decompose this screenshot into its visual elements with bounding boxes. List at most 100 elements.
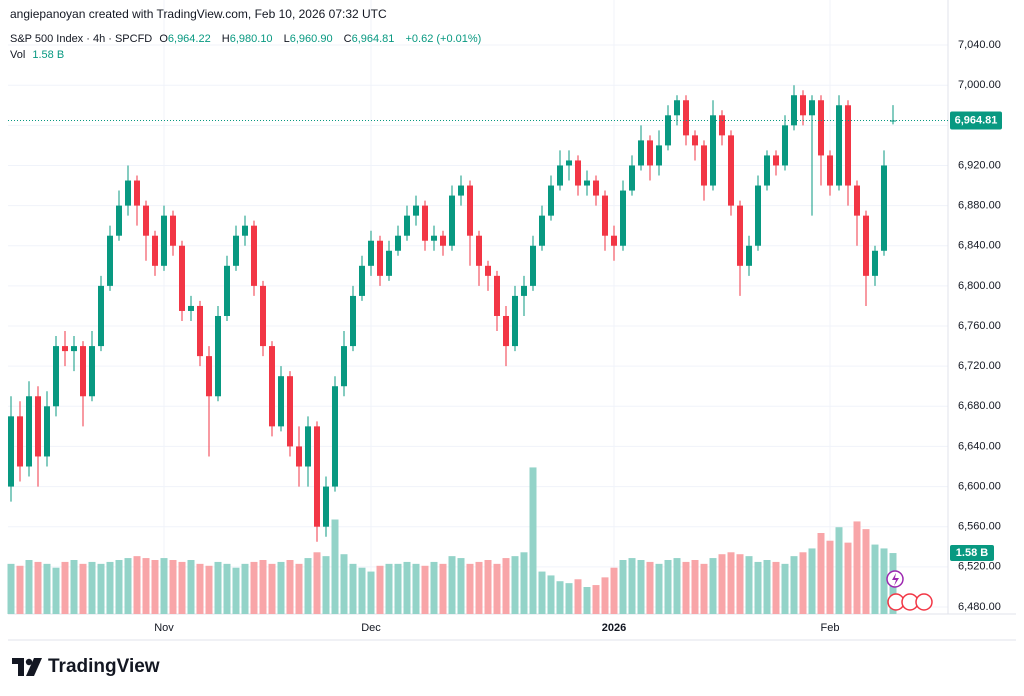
volume-bar xyxy=(34,561,42,614)
candle-body xyxy=(656,145,662,166)
candle-body xyxy=(881,165,887,251)
volume-bar xyxy=(547,575,555,614)
last-volume-box xyxy=(950,545,994,562)
candle-body xyxy=(62,346,68,352)
candle-body xyxy=(206,356,212,397)
candle-body xyxy=(404,215,410,236)
volume-bar xyxy=(367,571,375,614)
candle-body xyxy=(395,235,401,251)
volume-bar xyxy=(70,560,78,614)
candle-body xyxy=(485,265,491,276)
brand: TradingView xyxy=(12,656,160,678)
ohlc-key: O xyxy=(159,33,168,45)
volume-bar xyxy=(286,560,294,614)
volume-bar xyxy=(826,540,834,614)
candle-body xyxy=(359,265,365,296)
candle-body xyxy=(575,160,581,186)
volume-bar xyxy=(277,561,285,614)
ohlc-key: H xyxy=(221,33,230,45)
candle-body xyxy=(413,205,419,216)
candle-body xyxy=(827,155,833,186)
volume-bar xyxy=(196,563,204,614)
change: +0.62 (+0.01%) xyxy=(405,33,482,45)
candle-body xyxy=(818,100,824,156)
volume-bar xyxy=(439,563,447,614)
ohlc-value: 6,980.10 xyxy=(229,33,273,45)
candle-body xyxy=(98,285,104,347)
candle-body xyxy=(746,245,752,266)
candle-body xyxy=(629,165,635,191)
volume-bar xyxy=(250,561,258,614)
volume-bar xyxy=(268,563,276,614)
candle-body xyxy=(710,115,716,186)
candle-body xyxy=(548,185,554,216)
candle-body xyxy=(602,195,608,236)
candle-body xyxy=(152,235,158,266)
volume-bar xyxy=(25,560,33,614)
volume-bar xyxy=(295,563,303,614)
candle-body xyxy=(791,95,797,126)
candle-body xyxy=(674,100,680,116)
y-tick-label: 6,640.00 xyxy=(958,440,1001,452)
ohlc: C6,964.81 xyxy=(344,33,399,45)
volume-bar xyxy=(619,560,627,614)
volume-bar xyxy=(223,563,231,614)
x-tick-label: Nov xyxy=(154,622,174,634)
candle-body xyxy=(188,305,194,311)
event-icon xyxy=(915,593,933,611)
x-tick-label: Dec xyxy=(361,622,381,634)
volume-bar xyxy=(691,560,699,614)
candle-body xyxy=(260,285,266,347)
volume-bar xyxy=(457,558,465,614)
volume-bar xyxy=(700,563,708,614)
last-price-box xyxy=(950,111,1002,130)
volume-bar xyxy=(817,533,825,614)
volume-bar xyxy=(214,561,222,614)
volume-bar xyxy=(763,560,771,614)
volume-bar xyxy=(349,563,357,614)
candle-body xyxy=(170,215,176,246)
candle-body xyxy=(728,135,734,206)
candle-body xyxy=(296,446,302,467)
volume-bar xyxy=(727,552,735,614)
event-icon-glyph xyxy=(892,573,899,586)
candle-body xyxy=(494,275,500,316)
volume-bar xyxy=(592,585,600,614)
volume-bar xyxy=(835,527,843,614)
volume-bar xyxy=(151,560,159,614)
volume-bar xyxy=(430,561,438,614)
volume-bar xyxy=(106,561,114,614)
volume-bar xyxy=(493,563,501,614)
volume-key: Vol xyxy=(10,49,26,61)
volume-bar xyxy=(673,558,681,614)
candle-body xyxy=(557,165,563,186)
y-tick-label: 6,600.00 xyxy=(958,480,1001,492)
volume-bar xyxy=(43,563,51,614)
ohlc: L6,960.90 xyxy=(284,33,337,45)
candle-body xyxy=(647,140,653,166)
volume-legend: Vol 1.58 B xyxy=(10,49,68,61)
volume-bar xyxy=(187,560,195,614)
volume-bar xyxy=(160,558,168,614)
volume-bar xyxy=(565,583,573,614)
volume-bar xyxy=(709,558,717,614)
candle-body xyxy=(584,180,590,186)
volume-bar xyxy=(259,560,267,614)
volume-bar xyxy=(844,542,852,614)
volume-value: 1.58 B xyxy=(32,49,65,61)
candle-body xyxy=(737,205,743,266)
ohlc-key: C xyxy=(343,33,352,45)
y-tick-label: 6,800.00 xyxy=(958,280,1001,292)
x-tick-label: Feb xyxy=(821,622,840,634)
volume-bar xyxy=(466,563,474,614)
volume-bar xyxy=(61,561,69,614)
candle-body xyxy=(638,140,644,166)
volume-bar xyxy=(421,565,429,614)
volume-bar xyxy=(313,552,321,614)
y-tick-label: 6,760.00 xyxy=(958,320,1001,332)
volume-bar xyxy=(808,548,816,614)
volume-bar xyxy=(583,587,591,614)
volume-bar xyxy=(502,558,510,614)
candle-body xyxy=(53,346,59,407)
